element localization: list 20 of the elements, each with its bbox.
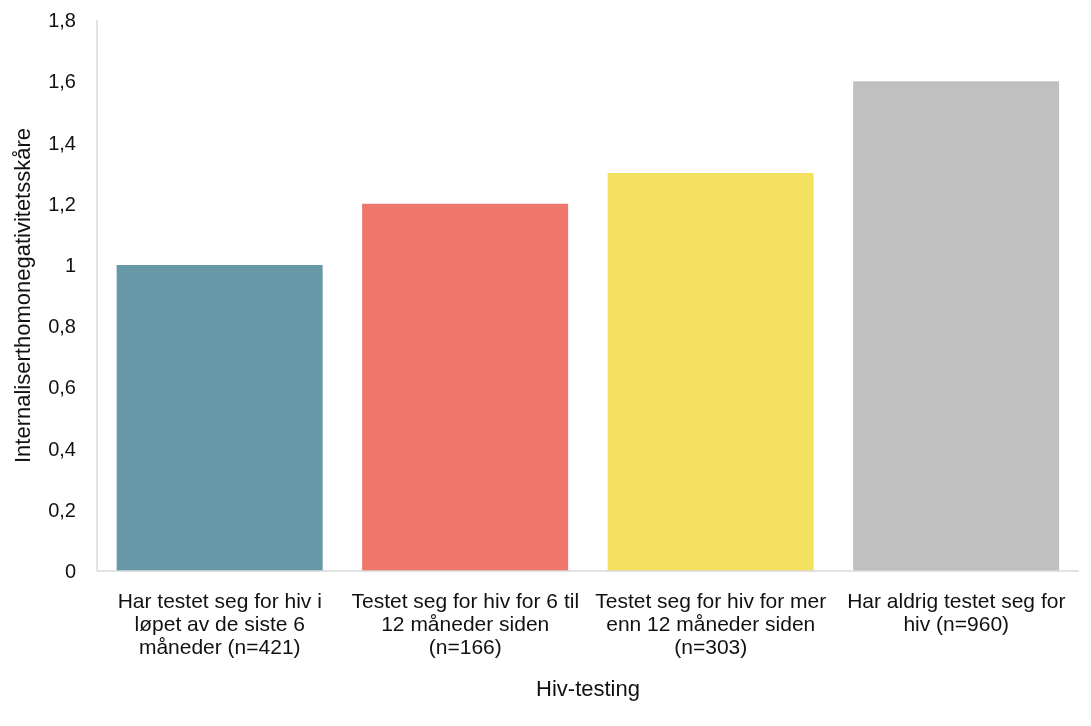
bar — [116, 264, 323, 571]
y-tick-label: 0 — [64, 560, 76, 583]
y-tick-label: 1,6 — [48, 70, 76, 93]
x-axis-title: Hiv-testing — [536, 676, 640, 701]
y-tick-label: 0,8 — [48, 315, 76, 338]
y-tick-label: 1,8 — [48, 9, 76, 32]
y-tick-label: 1,4 — [48, 131, 76, 154]
y-tick-label: 0,4 — [48, 437, 76, 460]
x-tick-label: Har aldrig testet seg for hiv (n=960) — [847, 589, 1066, 635]
x-tick-label: Har testet seg for hiv i løpet av de siste 6 måneder (n=421) — [117, 589, 322, 658]
bar — [362, 203, 569, 571]
x-tick-label: Testet seg for hiv for 6 til 12 måneder siden (n=166) — [351, 589, 580, 658]
bar — [853, 81, 1060, 571]
x-tick-label: Testet seg for hiv for mer enn 12 måneder siden (n=303) — [595, 589, 827, 658]
y-tick-label: 0,2 — [48, 498, 76, 521]
y-tick-label: 1,2 — [48, 192, 76, 215]
y-tick-label: 1 — [64, 253, 76, 276]
y-axis-title: Internaliserthomonegativitetsskåre — [10, 127, 36, 464]
bar — [607, 173, 814, 571]
y-tick-label: 0,6 — [48, 376, 76, 399]
